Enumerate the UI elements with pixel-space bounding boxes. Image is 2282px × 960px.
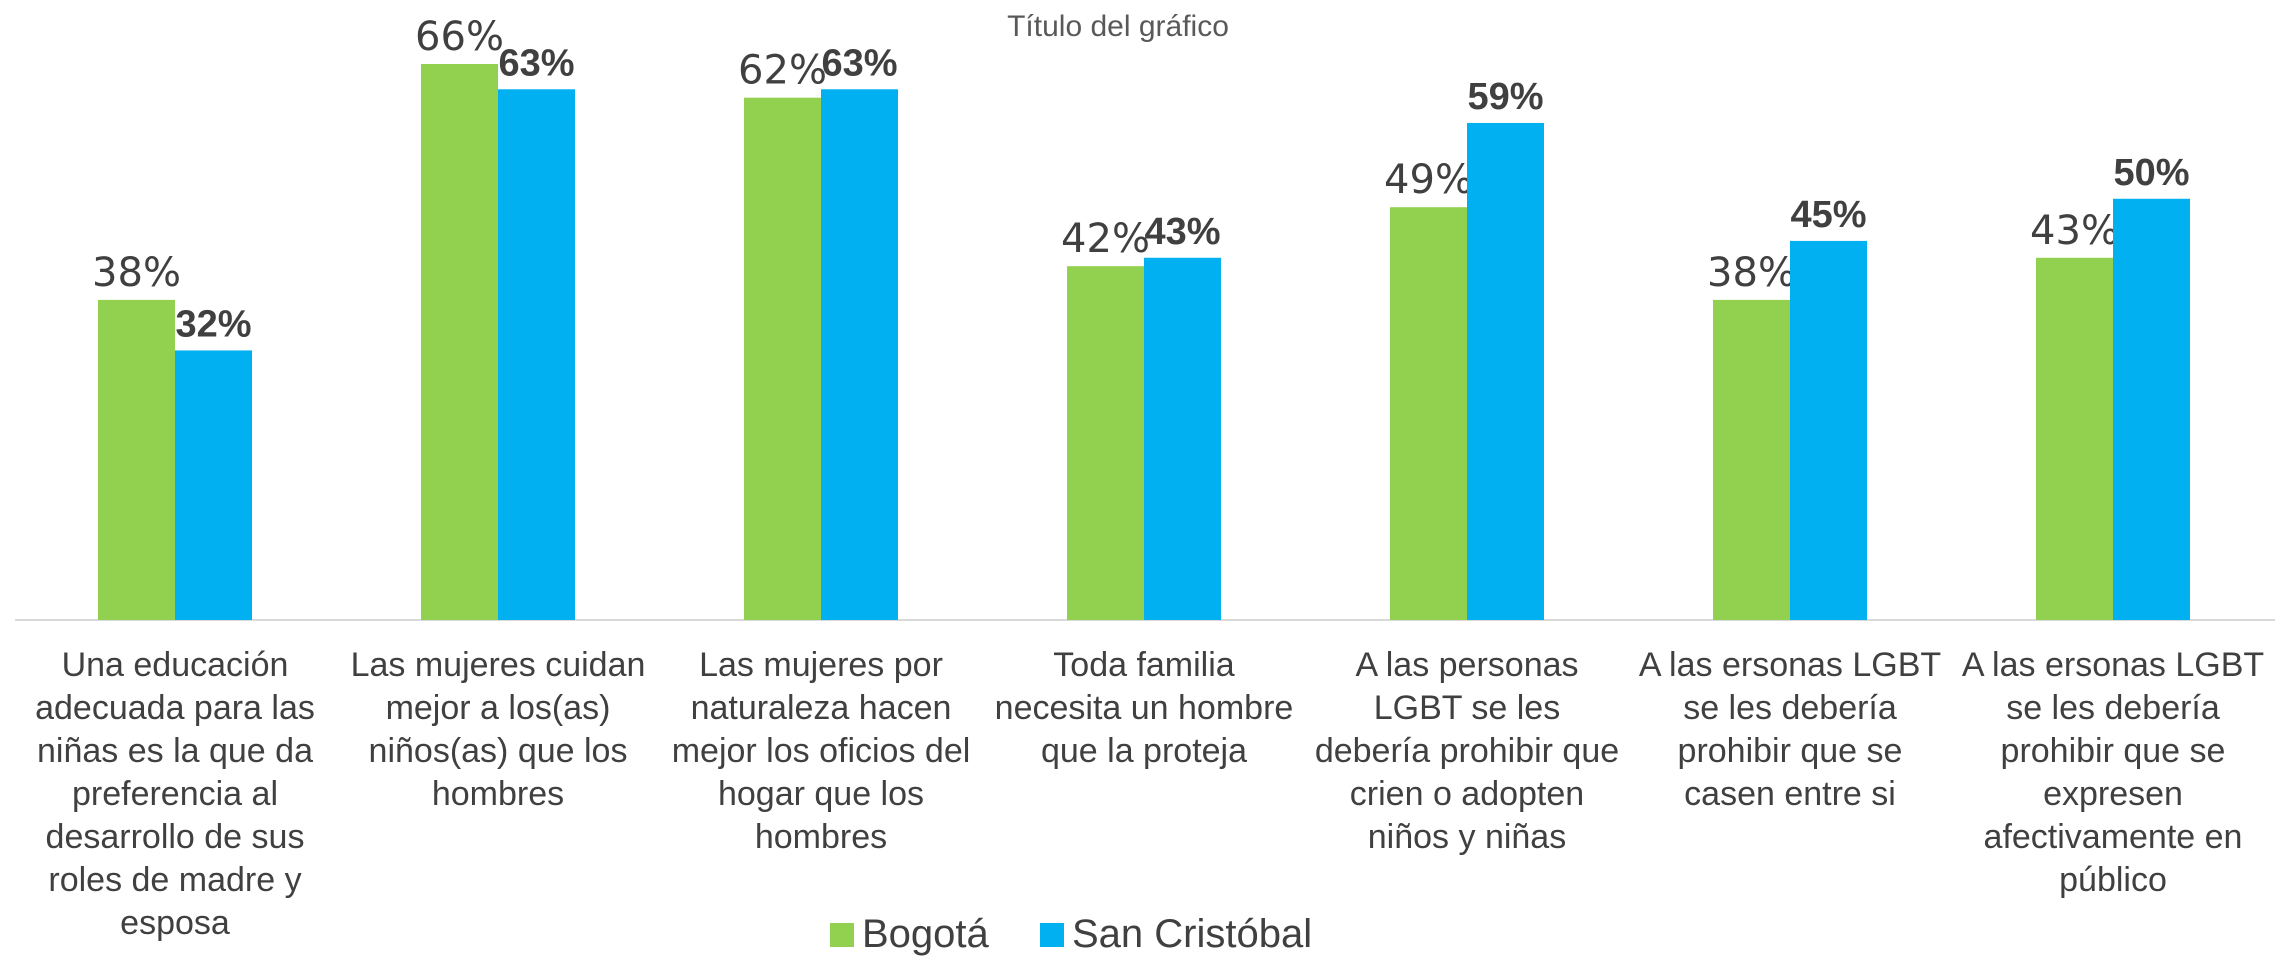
bar (98, 299, 175, 620)
x-tick-label: Las mujeres cuidan mejor a los(as) niños… (350, 646, 646, 813)
legend-label: Bogotá (862, 912, 989, 956)
data-label: 38% (1707, 250, 1796, 296)
x-tick-label: A las ersonas LGBT se les debería prohib… (1961, 646, 2265, 899)
data-label: 63% (498, 42, 574, 84)
legend-label: San Cristóbal (1072, 912, 1313, 956)
data-label: 63% (821, 42, 897, 84)
data-label: 59% (1467, 76, 1543, 118)
legend-swatch (830, 922, 854, 947)
bar (2036, 257, 2113, 620)
bar (421, 64, 498, 620)
bar (1067, 266, 1144, 620)
data-label: 43% (2030, 208, 2119, 254)
data-label: 49% (1384, 157, 1473, 203)
data-label: 43% (1144, 211, 1220, 253)
bar (744, 97, 821, 621)
data-label: 62% (738, 48, 827, 94)
data-label: 50% (2113, 152, 2189, 194)
x-tick-label: A las personas LGBT se les debería prohi… (1314, 646, 1620, 856)
x-tick-label: A las ersonas LGBT se les debería prohib… (1638, 646, 1942, 813)
legend-item: San Cristóbal (1040, 912, 1312, 957)
bar (1790, 240, 1867, 620)
legend-swatch (1040, 922, 1064, 947)
data-label: 32% (175, 303, 251, 345)
bar (1390, 207, 1467, 620)
bar (1713, 299, 1790, 620)
bar (1467, 122, 1544, 620)
data-label: 42% (1061, 216, 1150, 262)
x-tick-label: Las mujeres por naturaleza hacen mejor l… (671, 646, 971, 856)
bar (175, 350, 252, 620)
bar (1144, 257, 1221, 620)
bar (2113, 198, 2190, 620)
data-label: 45% (1790, 194, 1866, 236)
bar (498, 89, 575, 621)
legend-item: Bogotá (830, 912, 989, 957)
data-label: 66% (415, 14, 504, 60)
chart-title: Título del gráfico (1007, 10, 1229, 43)
bar (821, 89, 898, 621)
data-label: 38% (92, 250, 181, 296)
x-tick-label: Toda familia necesita un hombre que la p… (994, 646, 1294, 770)
x-tick-label: Una educación adecuada para las niñas es… (35, 646, 315, 942)
